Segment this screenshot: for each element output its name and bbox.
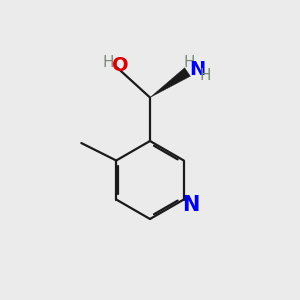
Text: H: H — [183, 55, 195, 70]
Polygon shape — [150, 68, 190, 98]
Text: O: O — [112, 56, 129, 75]
Text: H: H — [103, 55, 114, 70]
Text: H: H — [200, 68, 211, 83]
Text: N: N — [182, 195, 199, 215]
Text: N: N — [189, 60, 205, 79]
